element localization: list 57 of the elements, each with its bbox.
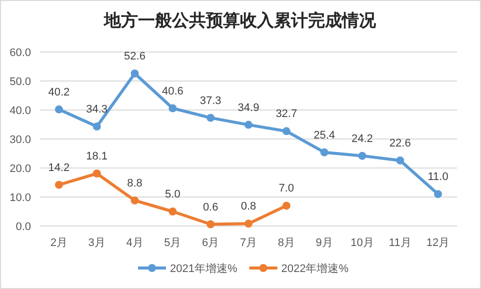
data-label: 8.8 [127,177,142,190]
data-label: 32.7 [276,108,298,120]
data-label: 18.1 [86,150,108,163]
point [358,152,366,160]
point [320,148,328,156]
point [92,170,101,178]
data-label: 40.2 [48,86,70,98]
y-tick-label: 60.0 [10,47,31,59]
point [168,104,177,112]
point [168,208,177,216]
point [434,190,442,198]
x-tick-label: 3月 [88,237,106,249]
data-label: 40.6 [162,85,184,98]
x-tick-label: 4月 [126,237,144,249]
point [206,114,215,122]
x-tick-label: 9月 [316,237,333,249]
data-label: 37.3 [200,94,222,107]
x-tick-label: 2月 [50,237,68,249]
point [206,220,215,228]
data-label: 7.0 [278,182,294,195]
y-tick-label: 20.0 [10,163,31,175]
y-tick-label: 0.0 [16,221,31,233]
data-label: 24.2 [352,132,373,145]
data-label: 22.6 [389,137,411,150]
data-label: 34.9 [238,102,260,114]
y-tick-label: 10.0 [10,192,31,204]
point [396,156,404,164]
y-tick-label: 30.0 [10,134,31,146]
data-label: 5.0 [165,188,180,200]
point [54,105,63,114]
point [282,127,290,136]
point [244,220,252,228]
data-label: 34.3 [86,104,108,116]
data-label: 14.2 [48,162,70,174]
y-tick-label: 40.0 [10,105,31,117]
x-tick-label: 7月 [240,237,258,249]
point [130,196,139,204]
data-label: 0.8 [240,200,256,213]
x-tick-label: 6月 [202,237,220,249]
point [130,69,139,78]
x-tick-label: 12月 [426,237,450,249]
data-label: 0.6 [202,201,218,214]
legend-label: 2022年增速% [281,262,349,275]
x-tick-label: 8月 [278,237,295,249]
point [54,180,63,189]
x-tick-label: 5月 [164,237,182,249]
data-label: 11.0 [428,171,448,184]
x-tick-label: 11月 [388,237,412,249]
data-label: 25.4 [314,129,336,142]
point [244,120,252,129]
point [282,202,290,210]
point [92,122,101,131]
legend-label: 2021年增速% [170,262,238,275]
data-label: 52.6 [124,50,146,62]
x-tick-label: 10月 [350,237,374,249]
title: 地方一般公共预算收入累计完成情况 [104,11,376,30]
y-tick-label: 50.0 [10,76,31,88]
